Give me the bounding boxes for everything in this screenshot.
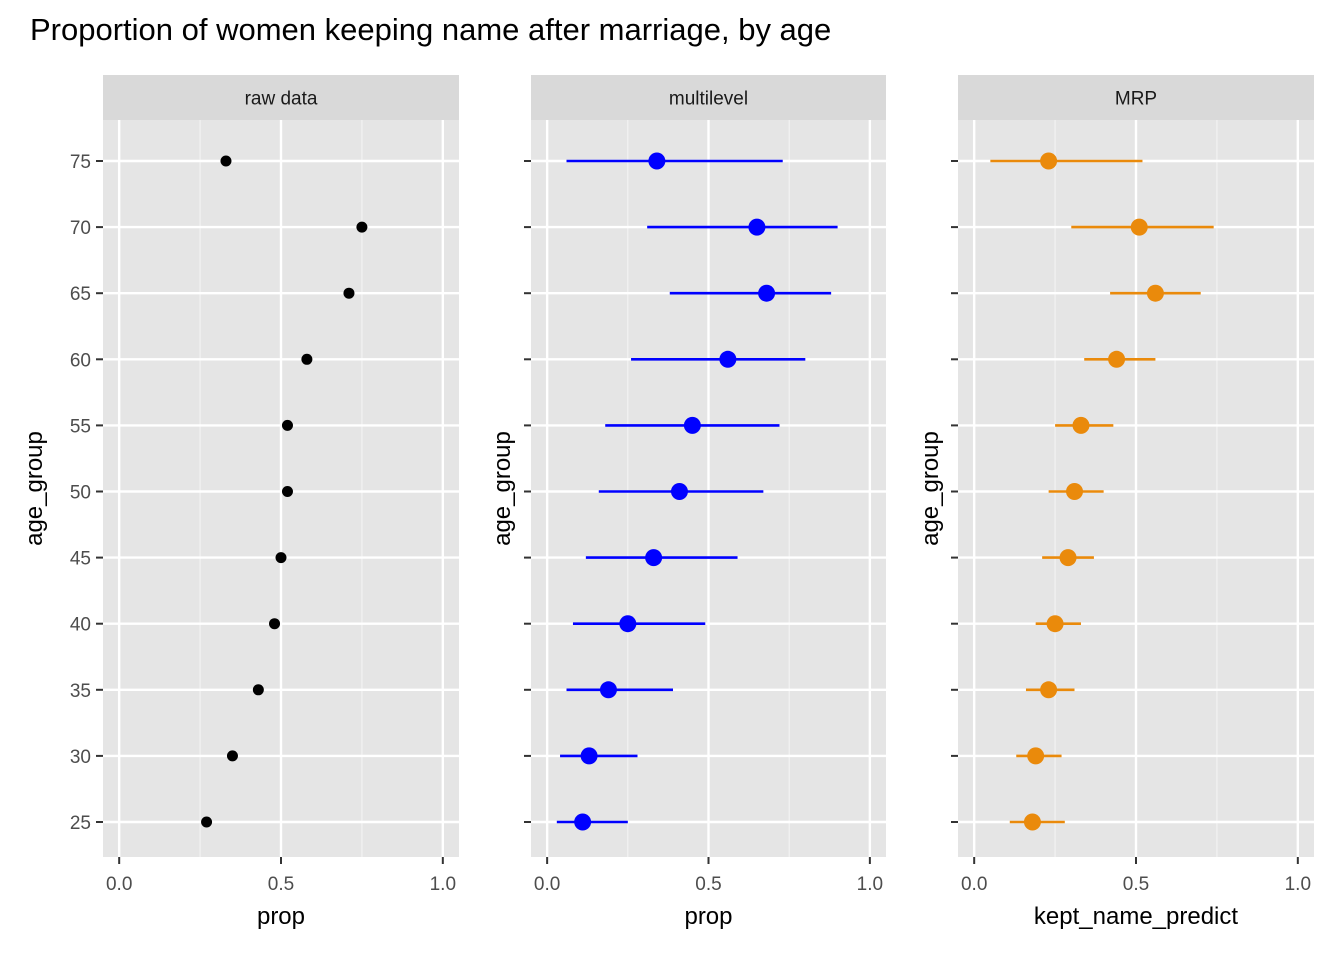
data-point [201, 816, 213, 828]
x-axis-title: prop [684, 903, 732, 930]
data-point [1023, 813, 1041, 831]
y-axis-title: age_group [917, 431, 944, 546]
data-point [683, 416, 701, 434]
data-point [275, 552, 287, 564]
y-tick-label: 35 [70, 681, 91, 702]
y-tick-label: 55 [70, 416, 91, 437]
y-tick-label: 30 [70, 747, 91, 768]
data-point [758, 284, 776, 302]
data-point [1066, 483, 1084, 500]
data-point [1146, 284, 1164, 302]
x-tick-label: 0.0 [106, 874, 132, 895]
data-point [1059, 549, 1077, 567]
x-tick-label: 0.5 [268, 874, 294, 895]
data-point [343, 287, 355, 299]
data-point [748, 218, 766, 236]
data-point [645, 549, 663, 567]
y-tick-label: 25 [70, 813, 91, 834]
facet-strip-label: raw data [245, 89, 318, 110]
panels: raw data 25 30 35 40 45 50 55 60 65 70 75 0.0 0.5 1.0 p… [21, 75, 1314, 930]
facet-strip-label: multilevel [669, 89, 748, 110]
facet-strip [531, 75, 886, 120]
x-tick-label: 1.0 [857, 874, 883, 895]
data-point [281, 419, 293, 431]
x-tick-label: 1.0 [1285, 874, 1311, 895]
y-tick-label: 40 [70, 615, 91, 636]
x-tick-label: 1.0 [430, 874, 456, 895]
y-tick-label: 70 [70, 218, 91, 239]
data-point [1040, 152, 1058, 170]
y-tick-label: 65 [70, 284, 91, 305]
data-point [1040, 681, 1058, 699]
data-point [670, 483, 688, 500]
facet-strip [103, 75, 459, 120]
facet-strip-label: MRP [1115, 89, 1157, 110]
data-point [281, 486, 293, 497]
y-axis-title: age_group [489, 431, 516, 546]
data-point [580, 747, 598, 765]
panel-3: MRP 0.0 0.5 1.0 kept_name_predict age_group [917, 75, 1314, 930]
data-point [356, 221, 368, 233]
data-point [269, 618, 281, 630]
data-point [574, 813, 592, 831]
facet-strip [958, 75, 1314, 120]
y-tick-label: 45 [70, 549, 91, 570]
data-point [220, 155, 232, 167]
data-point [719, 350, 737, 368]
y-tick-label: 75 [70, 152, 91, 173]
data-point [1130, 218, 1148, 236]
y-axis-title: age_group [21, 431, 48, 546]
panel-2: multilevel 0.0 0.5 1.0 prop age_group [489, 75, 886, 930]
x-tick-label: 0.0 [961, 874, 987, 895]
data-point [1072, 416, 1090, 434]
y-tick-label: 50 [70, 483, 91, 504]
data-point [301, 353, 313, 365]
panel-1: raw data 25 30 35 40 45 50 55 60 65 70 75 0.0 0.5 1.0 p… [21, 75, 459, 930]
data-point [252, 684, 264, 696]
x-axis-title: prop [257, 903, 305, 930]
data-point [619, 615, 637, 633]
x-tick-label: 0.5 [1123, 874, 1149, 895]
x-tick-label: 0.0 [534, 874, 560, 895]
data-point [1046, 615, 1064, 633]
data-point [1027, 747, 1045, 765]
y-tick-label: 60 [70, 350, 91, 371]
x-axis-title: kept_name_predict [1034, 903, 1238, 930]
chart-title: Proportion of women keeping name after m… [30, 12, 831, 47]
x-tick-label: 0.5 [695, 874, 721, 895]
data-point [599, 681, 617, 699]
data-point [1108, 350, 1126, 368]
data-point [648, 152, 666, 170]
data-point [226, 750, 238, 762]
